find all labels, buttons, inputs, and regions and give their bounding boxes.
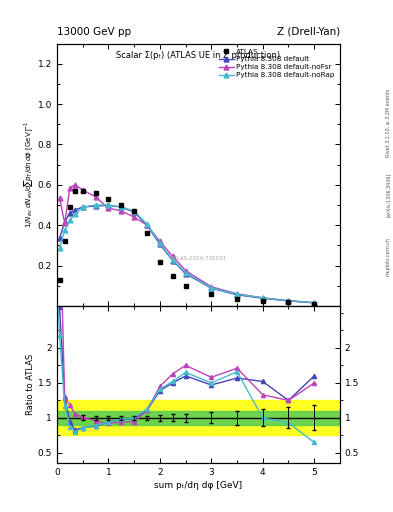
Y-axis label: Ratio to ATLAS: Ratio to ATLAS: [26, 354, 35, 415]
Pythia 8.308 default-noRap: [73, 211, 77, 217]
Pythia 8.308 default-noFsr: [312, 300, 317, 306]
ATLAS: [209, 291, 214, 297]
Text: Z (Drell-Yan): Z (Drell-Yan): [277, 27, 340, 37]
Line: ATLAS: ATLAS: [57, 188, 317, 306]
Text: Rivet 3.1.10, ≥ 3.2M events: Rivet 3.1.10, ≥ 3.2M events: [386, 89, 391, 157]
Pythia 8.308 default-noRap: [119, 204, 124, 210]
Y-axis label: $1/N_{ev}\ dN_{ev}/d\!\sum\! p_T/d\eta\,d\phi\ [\mathrm{GeV}]^{-1}$: $1/N_{ev}\ dN_{ev}/d\!\sum\! p_T/d\eta\,…: [22, 121, 35, 228]
Pythia 8.308 default: [57, 235, 62, 241]
ATLAS: [73, 188, 77, 194]
Pythia 8.308 default-noRap: [312, 300, 317, 306]
Pythia 8.308 default-noFsr: [119, 208, 124, 214]
ATLAS: [158, 259, 162, 265]
ATLAS: [68, 204, 72, 210]
Pythia 8.308 default-noFsr: [57, 195, 62, 201]
Text: ATLAS-2014-736531: ATLAS-2014-736531: [171, 256, 226, 261]
Pythia 8.308 default-noRap: [286, 297, 291, 304]
Pythia 8.308 default: [132, 209, 136, 215]
Pythia 8.308 default: [261, 295, 265, 302]
Pythia 8.308 default-noRap: [57, 245, 62, 251]
Pythia 8.308 default-noFsr: [145, 222, 149, 228]
Pythia 8.308 default-noFsr: [68, 185, 72, 191]
Pythia 8.308 default: [209, 285, 214, 291]
Text: [arXiv:1306.3436]: [arXiv:1306.3436]: [386, 173, 391, 217]
Pythia 8.308 default-noRap: [235, 291, 239, 297]
ATLAS: [286, 299, 291, 305]
Text: mcplots.cern.ch: mcplots.cern.ch: [386, 237, 391, 275]
ATLAS: [312, 301, 317, 307]
Text: Scalar Σ(pₜ) (ATLAS UE in Z production): Scalar Σ(pₜ) (ATLAS UE in Z production): [116, 51, 281, 60]
Pythia 8.308 default: [171, 258, 175, 264]
Line: Pythia 8.308 default-noFsr: Pythia 8.308 default-noFsr: [57, 182, 317, 305]
Text: 13000 GeV pp: 13000 GeV pp: [57, 27, 131, 37]
Pythia 8.308 default: [312, 300, 317, 306]
Pythia 8.308 default-noFsr: [171, 253, 175, 260]
Pythia 8.308 default-noFsr: [106, 205, 111, 211]
ATLAS: [132, 208, 136, 214]
Pythia 8.308 default: [145, 222, 149, 228]
Legend: ATLAS, Pythia 8.308 default, Pythia 8.308 default-noFsr, Pythia 8.308 default-no: ATLAS, Pythia 8.308 default, Pythia 8.30…: [218, 47, 336, 80]
Line: Pythia 8.308 default-noRap: Pythia 8.308 default-noRap: [57, 203, 317, 305]
Pythia 8.308 default-noRap: [62, 227, 67, 233]
Pythia 8.308 default-noFsr: [80, 187, 85, 193]
Pythia 8.308 default: [68, 210, 72, 216]
ATLAS: [145, 230, 149, 237]
Pythia 8.308 default-noFsr: [93, 194, 98, 200]
Pythia 8.308 default: [106, 202, 111, 208]
ATLAS: [171, 272, 175, 279]
ATLAS: [235, 296, 239, 302]
ATLAS: [119, 202, 124, 208]
Pythia 8.308 default-noRap: [183, 269, 188, 275]
Pythia 8.308 default-noRap: [171, 257, 175, 263]
Pythia 8.308 default-noRap: [68, 217, 72, 223]
ATLAS: [57, 276, 62, 283]
Pythia 8.308 default-noFsr: [235, 291, 239, 297]
Pythia 8.308 default-noFsr: [261, 295, 265, 301]
Pythia 8.308 default-noRap: [261, 295, 265, 301]
Pythia 8.308 default-noFsr: [183, 268, 188, 274]
Pythia 8.308 default: [235, 292, 239, 298]
ATLAS: [183, 283, 188, 289]
Pythia 8.308 default: [73, 207, 77, 213]
Pythia 8.308 default: [286, 298, 291, 304]
Line: Pythia 8.308 default: Pythia 8.308 default: [57, 203, 317, 305]
Pythia 8.308 default: [119, 204, 124, 210]
Pythia 8.308 default-noFsr: [62, 220, 67, 226]
Pythia 8.308 default-noRap: [132, 208, 136, 214]
Pythia 8.308 default-noFsr: [286, 298, 291, 304]
ATLAS: [62, 238, 67, 244]
X-axis label: sum pₜ/dη dφ [GeV]: sum pₜ/dη dφ [GeV]: [154, 481, 242, 490]
Pythia 8.308 default-noFsr: [73, 182, 77, 188]
ATLAS: [93, 190, 98, 196]
Pythia 8.308 default: [62, 219, 67, 225]
Pythia 8.308 default-noFsr: [158, 238, 162, 244]
Pythia 8.308 default-noRap: [158, 240, 162, 246]
Pythia 8.308 default-noRap: [209, 285, 214, 291]
Pythia 8.308 default: [93, 203, 98, 209]
Pythia 8.308 default-noFsr: [209, 284, 214, 290]
Pythia 8.308 default-noRap: [106, 202, 111, 208]
Pythia 8.308 default-noFsr: [132, 214, 136, 220]
Pythia 8.308 default-noRap: [145, 221, 149, 227]
Pythia 8.308 default-noRap: [80, 204, 85, 210]
ATLAS: [261, 298, 265, 304]
Pythia 8.308 default-noRap: [93, 202, 98, 208]
Pythia 8.308 default: [80, 204, 85, 210]
Pythia 8.308 default: [183, 270, 188, 276]
Pythia 8.308 default: [158, 241, 162, 247]
ATLAS: [106, 196, 111, 202]
ATLAS: [80, 188, 85, 194]
